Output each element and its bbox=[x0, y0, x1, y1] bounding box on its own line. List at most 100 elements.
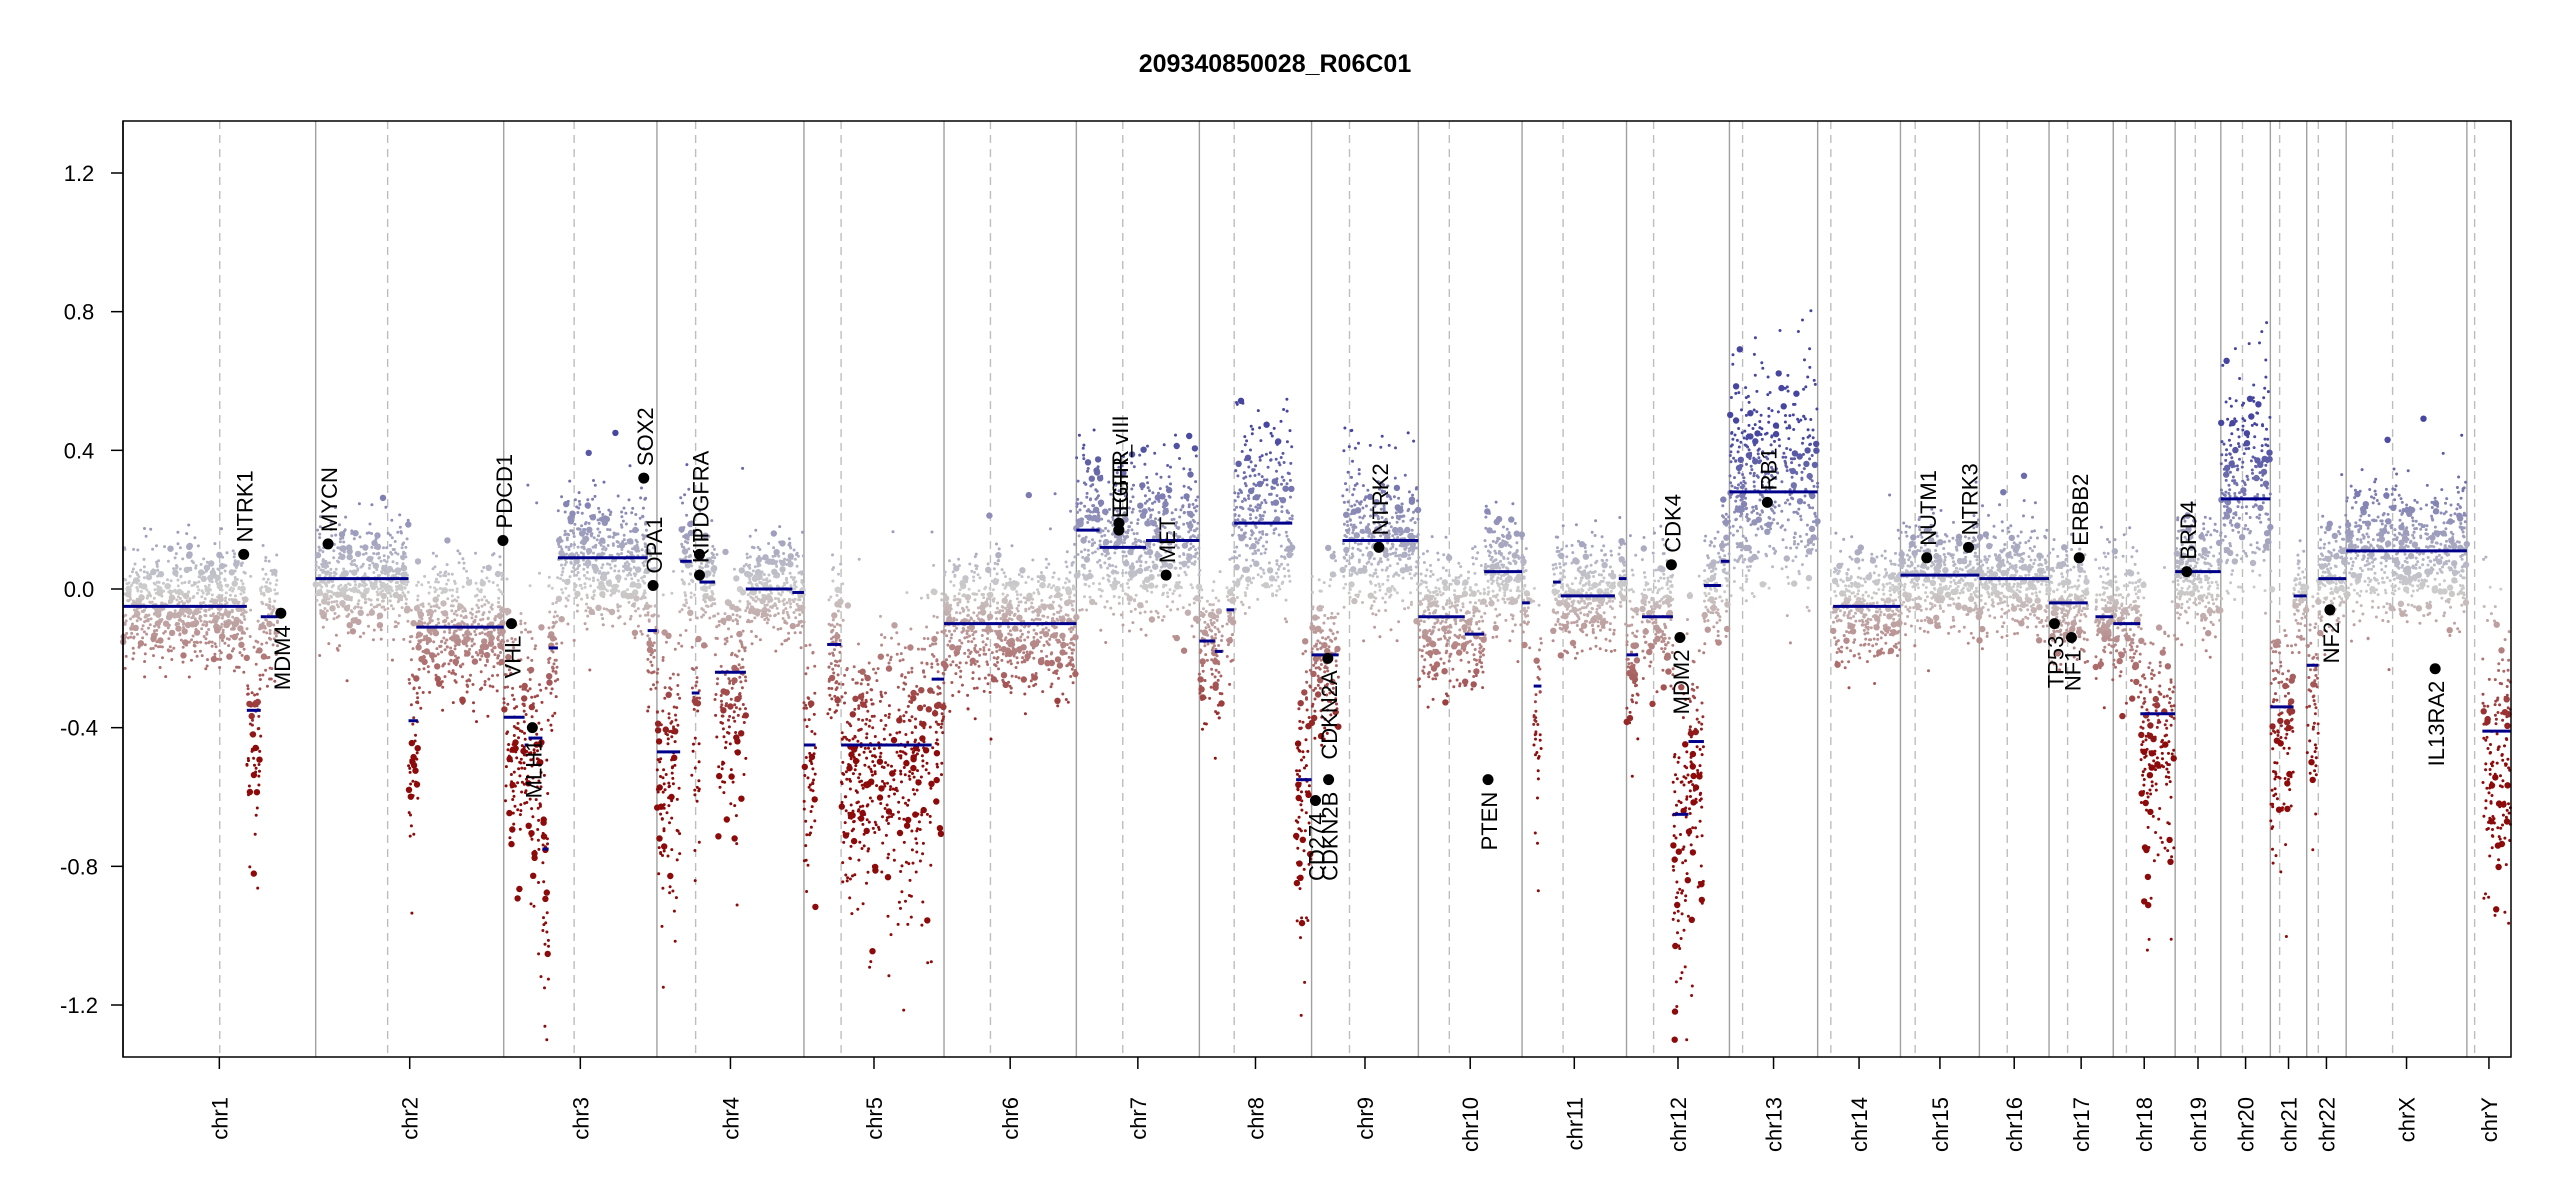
probe-point bbox=[876, 667, 880, 671]
probe-point bbox=[456, 549, 460, 553]
probe-point bbox=[798, 613, 802, 617]
probe-point bbox=[314, 560, 318, 564]
probe-point bbox=[1010, 584, 1017, 591]
probe-point bbox=[860, 678, 864, 682]
probe-point bbox=[133, 562, 137, 566]
probe-point bbox=[366, 587, 370, 591]
probe-point bbox=[700, 642, 708, 649]
probe-point bbox=[942, 707, 946, 711]
probe-point bbox=[958, 588, 962, 592]
probe-point bbox=[909, 627, 913, 631]
probe-point bbox=[748, 620, 752, 624]
probe-point bbox=[464, 615, 468, 619]
probe-point bbox=[1064, 698, 1068, 701]
probe-point bbox=[465, 679, 469, 683]
probe-point bbox=[673, 740, 677, 744]
probe-point bbox=[974, 564, 978, 568]
probe-point bbox=[977, 589, 981, 593]
probe-point bbox=[926, 596, 930, 600]
probe-point bbox=[272, 637, 276, 641]
probe-point bbox=[835, 622, 839, 626]
probe-point bbox=[754, 528, 758, 532]
probe-point bbox=[323, 595, 326, 598]
probe-point bbox=[447, 662, 451, 666]
probe-point bbox=[1061, 615, 1065, 619]
probe-point bbox=[543, 942, 547, 946]
probe-point bbox=[960, 641, 964, 645]
probe-point bbox=[868, 750, 872, 754]
probe-point bbox=[688, 618, 692, 622]
probe-point bbox=[396, 530, 400, 534]
probe-point bbox=[250, 723, 254, 727]
probe-point bbox=[599, 591, 606, 598]
probe-point bbox=[198, 569, 205, 576]
probe-point bbox=[1000, 605, 1004, 609]
probe-point bbox=[887, 822, 890, 825]
probe-point bbox=[704, 589, 708, 593]
probe-point bbox=[512, 770, 516, 774]
probe-point bbox=[928, 820, 932, 824]
probe-point bbox=[866, 803, 870, 807]
probe-point bbox=[585, 570, 589, 574]
probe-point bbox=[532, 904, 536, 908]
probe-point bbox=[674, 896, 678, 900]
probe-point bbox=[873, 764, 877, 768]
probe-point bbox=[551, 669, 555, 673]
probe-point bbox=[618, 542, 626, 549]
probe-point bbox=[332, 574, 336, 578]
probe-point bbox=[1004, 575, 1007, 579]
probe-point bbox=[160, 594, 164, 598]
probe-point bbox=[717, 765, 721, 769]
probe-point bbox=[238, 641, 245, 648]
probe-point bbox=[835, 660, 839, 664]
probe-point bbox=[507, 743, 511, 746]
probe-point bbox=[987, 591, 994, 599]
probe-point bbox=[574, 590, 581, 598]
probe-point bbox=[427, 610, 431, 614]
probe-point bbox=[150, 568, 157, 576]
probe-point bbox=[809, 831, 812, 835]
probe-point bbox=[844, 873, 848, 877]
probe-point bbox=[795, 564, 799, 568]
probe-point bbox=[1040, 603, 1044, 607]
probe-point bbox=[379, 559, 383, 563]
probe-point bbox=[406, 619, 410, 623]
probe-point bbox=[173, 556, 177, 560]
probe-point bbox=[343, 528, 347, 532]
probe-point bbox=[1049, 685, 1053, 689]
probe-point bbox=[471, 658, 479, 665]
probe-point bbox=[483, 680, 487, 683]
probe-point bbox=[242, 670, 246, 674]
probe-point bbox=[942, 629, 946, 633]
probe-point bbox=[228, 588, 232, 592]
probe-point bbox=[1091, 538, 1094, 542]
probe-point bbox=[629, 573, 633, 577]
probe-point bbox=[899, 906, 902, 910]
probe-point bbox=[180, 619, 184, 623]
probe-point bbox=[211, 598, 219, 605]
probe-point bbox=[935, 615, 939, 619]
probe-point bbox=[930, 662, 934, 666]
probe-point bbox=[314, 564, 318, 567]
probe-point bbox=[367, 624, 370, 628]
probe-point bbox=[540, 727, 543, 731]
probe-point bbox=[942, 595, 950, 602]
probe-point bbox=[857, 728, 861, 732]
probe-point bbox=[143, 652, 147, 656]
probe-point bbox=[274, 634, 278, 638]
probe-point bbox=[273, 599, 277, 603]
probe-point bbox=[152, 596, 156, 600]
probe-point bbox=[900, 890, 904, 894]
probe-point bbox=[948, 709, 952, 713]
probe-point bbox=[851, 737, 855, 741]
probe-point bbox=[859, 809, 866, 817]
probe-point bbox=[1070, 667, 1074, 671]
probe-point bbox=[963, 651, 967, 655]
probe-point bbox=[841, 880, 845, 884]
probe-point bbox=[930, 653, 934, 656]
probe-point bbox=[472, 642, 476, 646]
probe-point bbox=[811, 789, 815, 793]
probe-point bbox=[1055, 672, 1058, 675]
probe-point bbox=[522, 720, 526, 724]
probe-point bbox=[687, 582, 691, 586]
